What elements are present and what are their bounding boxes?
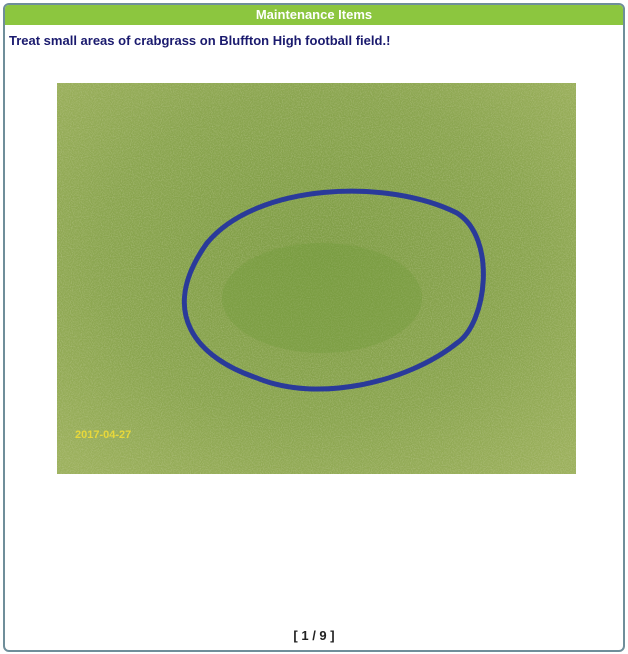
panel-header: Maintenance Items bbox=[5, 5, 623, 25]
page: {"header": {"title": "Maintenance Items"… bbox=[0, 0, 628, 654]
pager[interactable]: [ 1 / 9 ] bbox=[5, 628, 623, 643]
crabgrass-patch bbox=[222, 243, 422, 353]
panel: Maintenance Items Treat small areas of c… bbox=[3, 3, 625, 652]
item-photo[interactable]: 2017-04-27 bbox=[57, 83, 576, 474]
item-description: Treat small areas of crabgrass on Blufft… bbox=[9, 33, 390, 48]
photo-timestamp: 2017-04-27 bbox=[75, 429, 131, 441]
